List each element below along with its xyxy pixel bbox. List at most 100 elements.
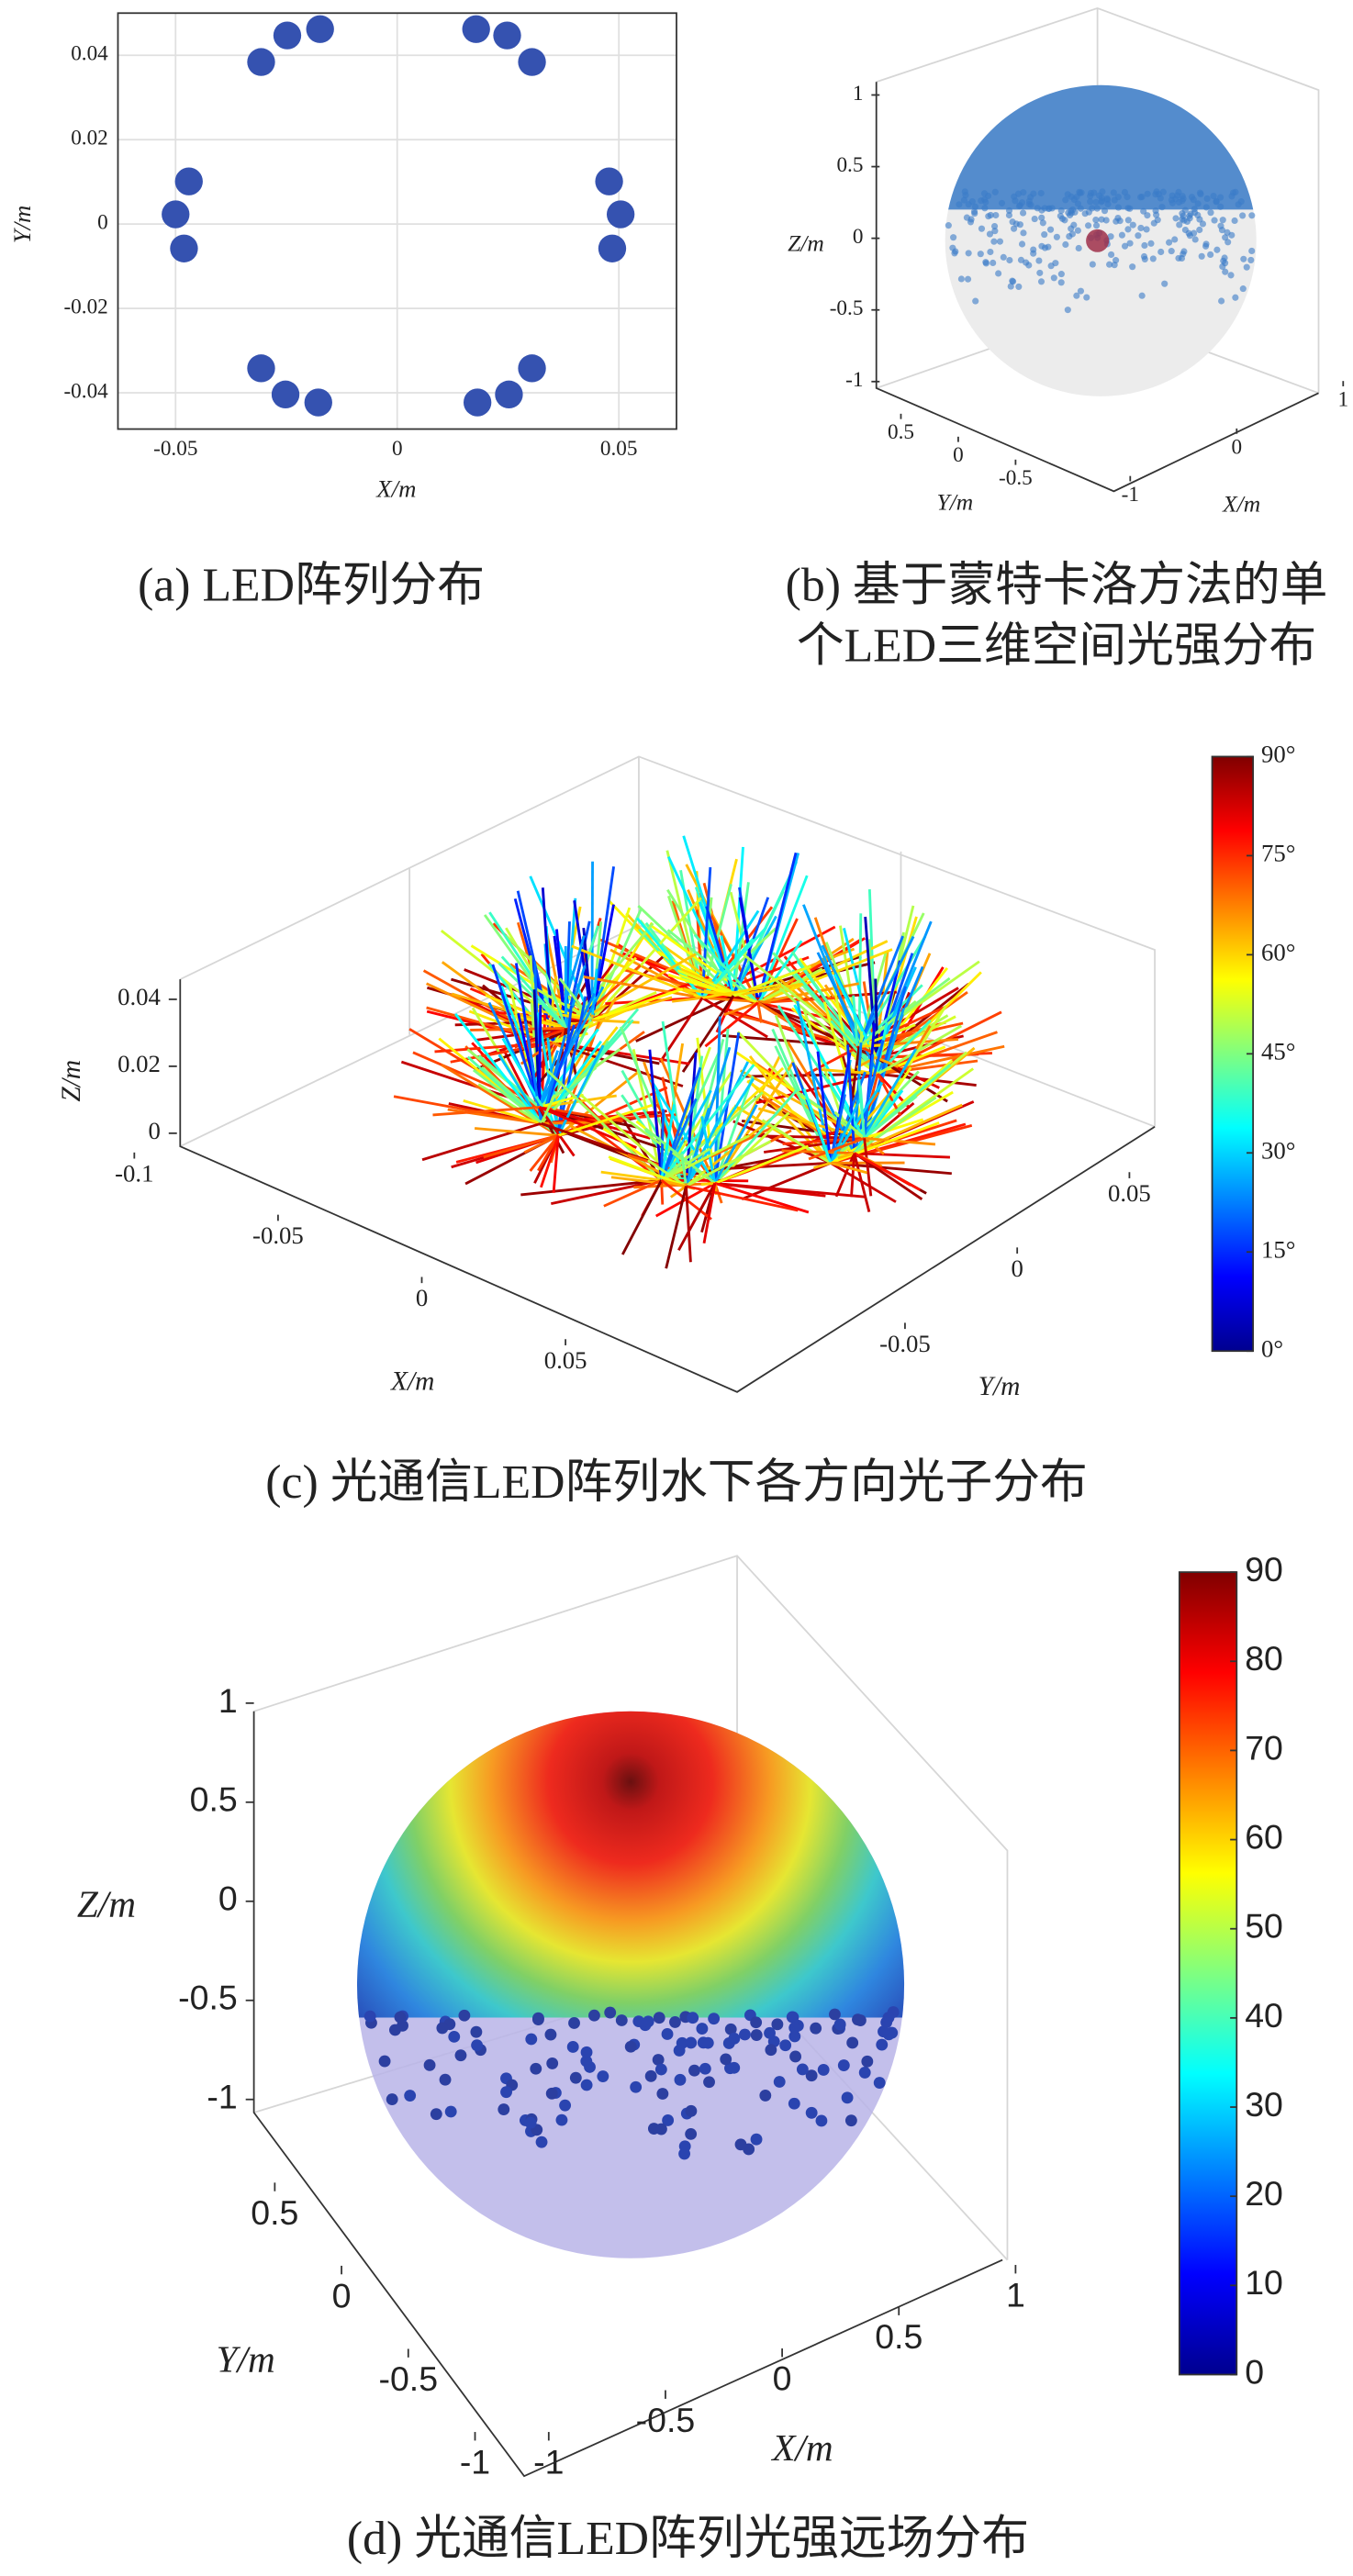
photon-dot	[546, 2057, 559, 2069]
colorbar-tick-label: 30°	[1261, 1136, 1295, 1164]
photon-ray	[713, 1111, 790, 1185]
photon-ray	[863, 1063, 952, 1140]
z-tick-label: 0.5	[836, 153, 863, 177]
photon-dot	[1030, 246, 1037, 253]
photon-ray	[713, 1076, 755, 1184]
photon-dot	[728, 2032, 741, 2045]
photon-ray	[757, 996, 849, 1005]
photon-ray	[714, 1182, 810, 1214]
photon-dot	[1186, 232, 1194, 240]
photon-dot	[995, 270, 1002, 277]
photon-ray	[723, 1001, 759, 1017]
photon-ray	[829, 1081, 884, 1165]
photon-dot	[1240, 255, 1247, 262]
photon-ray	[732, 981, 809, 998]
photon-dot	[662, 2114, 675, 2126]
colorbar-tick-label: 15°	[1261, 1235, 1295, 1263]
photon-dot	[1220, 257, 1227, 264]
point	[606, 200, 635, 229]
colorbar-tick-label: 60°	[1261, 938, 1295, 965]
photon-dot	[678, 2140, 691, 2153]
photon-dot	[805, 2069, 818, 2082]
photon-ray	[702, 996, 771, 1004]
photon-ray	[463, 1098, 542, 1125]
photon-dot	[1092, 222, 1101, 229]
photon-dot	[1111, 196, 1118, 204]
photon-dot	[858, 2067, 871, 2079]
photon-ray	[529, 875, 594, 1021]
photon-ray	[483, 1133, 559, 1159]
photon-dot	[471, 2039, 484, 2052]
photon-ray	[551, 1178, 662, 1206]
photon-dot	[652, 2054, 665, 2066]
photon-dot	[448, 2030, 461, 2043]
photon-dot	[1038, 206, 1046, 214]
z-axis-label: Z/m	[57, 1060, 86, 1102]
z-tick-label: 1	[853, 82, 864, 106]
photon-dot	[1076, 188, 1083, 195]
photon-dot	[788, 2097, 800, 2110]
photon-dot	[1218, 297, 1225, 305]
photon-dot	[708, 2013, 721, 2025]
photon-ray	[877, 1024, 963, 1076]
photon-dot	[1140, 252, 1148, 261]
photon-ray	[520, 1178, 662, 1197]
x-tick-label: 0	[773, 2359, 792, 2398]
colorbar-tick-label: 45°	[1261, 1037, 1295, 1065]
photon-dot	[982, 259, 990, 266]
photon-dot	[739, 2028, 751, 2041]
photon-dot	[1191, 236, 1199, 243]
photon-dot	[1247, 256, 1255, 263]
photon-ray	[853, 1099, 893, 1154]
photon-dot	[1211, 217, 1218, 224]
photon-ray	[701, 997, 768, 1039]
photon-dot	[458, 2009, 471, 2022]
photon-dot	[817, 2063, 830, 2076]
photon-dot	[972, 297, 979, 305]
photon-dot	[1157, 248, 1165, 256]
colorbar-tick-label: 0°	[1261, 1334, 1283, 1362]
point	[493, 21, 521, 50]
photon-dot	[1149, 255, 1157, 262]
photon-dot	[1143, 226, 1150, 233]
z-tick-label: 0.02	[117, 1050, 161, 1077]
photon-ray	[720, 935, 735, 997]
x-tick-label: -1	[533, 2443, 564, 2481]
photon-ray	[686, 1185, 799, 1212]
photon-dot	[1190, 196, 1197, 204]
photon-ray	[677, 1182, 717, 1252]
photon-dot	[1015, 283, 1023, 290]
photon-ray	[544, 973, 567, 1029]
photon-dot	[1141, 241, 1148, 250]
photon-ray	[426, 1006, 554, 1044]
photon-dot	[525, 2033, 538, 2046]
z-tick-label: 0.5	[190, 1780, 238, 1819]
y-tick-label: 0.5	[888, 420, 914, 444]
photon-dot	[987, 211, 994, 219]
photon-dot	[990, 238, 998, 245]
photon-dot	[990, 259, 997, 267]
photon-dot	[1000, 253, 1007, 261]
photon-dot	[1126, 240, 1134, 247]
photon-dot	[1114, 204, 1122, 211]
photon-dot	[1239, 212, 1247, 219]
photon-dot	[720, 2053, 732, 2066]
photon-ray	[557, 1069, 642, 1137]
photon-ray	[830, 1162, 897, 1203]
y-tick-label: 0.5	[251, 2193, 298, 2232]
photon-dot	[981, 205, 989, 212]
photon-ray	[608, 1155, 687, 1188]
photon-ray	[491, 964, 541, 1108]
point	[595, 167, 623, 195]
photon-ray	[864, 1118, 924, 1140]
photon-ray	[667, 973, 734, 998]
photon-ray	[635, 994, 734, 1043]
y-tick-label: -0.5	[379, 2359, 439, 2398]
photon-dot	[991, 188, 999, 195]
photon-dot	[724, 2023, 737, 2035]
photon-ray	[454, 1013, 542, 1125]
photon-dot	[796, 2063, 809, 2076]
photon-dot	[977, 251, 984, 258]
photon-ray	[816, 1051, 833, 1164]
photon-ray	[816, 952, 879, 1075]
